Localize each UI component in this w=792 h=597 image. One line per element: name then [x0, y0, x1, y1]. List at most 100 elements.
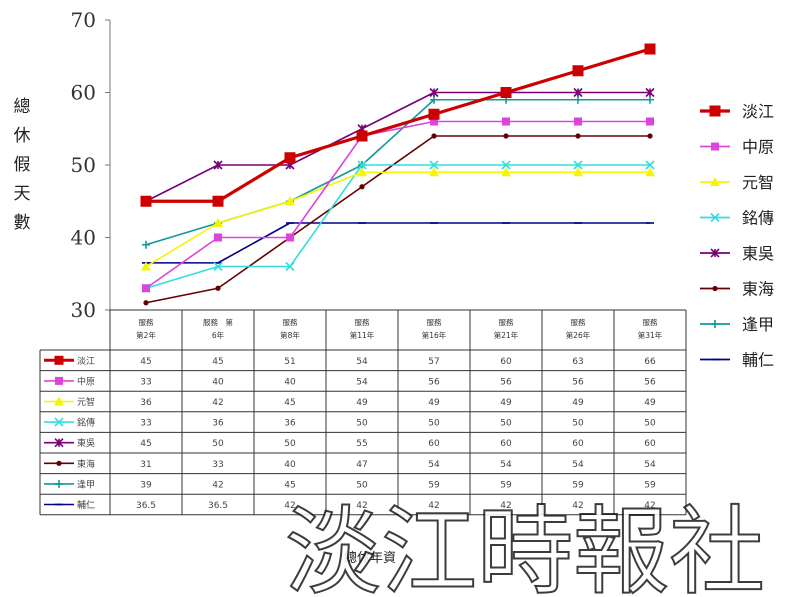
table-cell: 54 — [356, 377, 368, 387]
data-point — [501, 160, 511, 170]
data-point — [214, 233, 222, 242]
series-7 — [142, 222, 654, 264]
data-point — [143, 300, 149, 306]
table-cell: 49 — [356, 398, 368, 408]
table-cell: 60 — [428, 439, 440, 449]
table-cell: 59 — [428, 480, 440, 490]
table-row-marker — [54, 396, 64, 406]
table-cell: 40 — [284, 377, 296, 387]
legend-swatch-marker — [711, 320, 719, 328]
table-cell: 45 — [284, 480, 295, 490]
table-cell: 60 — [644, 439, 656, 449]
data-point — [141, 261, 151, 271]
data-point — [645, 167, 655, 177]
table-cell: 49 — [644, 398, 656, 408]
table-cell: 45 — [140, 357, 151, 367]
y-axis-label-char: 天 — [14, 184, 31, 204]
table-cell: 59 — [500, 480, 512, 490]
table-row-label: 元智 — [77, 396, 95, 408]
table-header-cell: 服務 — [643, 317, 658, 327]
table-cell: 45 — [140, 439, 151, 449]
data-point — [503, 133, 509, 139]
table-cell: 54 — [500, 460, 512, 470]
data-point — [429, 160, 439, 170]
series-line — [146, 222, 650, 264]
table-cell: 42 — [212, 398, 223, 408]
table-row: 淡江 45 45 51 54 57 60 63 66 — [44, 355, 656, 367]
y-tick-label: 70 — [71, 8, 96, 32]
y-axis-label-char: 假 — [14, 155, 31, 175]
table-row: 東海 31 33 40 47 54 54 54 54 — [44, 458, 656, 470]
table-header-cell: 第31年 — [638, 330, 663, 340]
data-point — [359, 184, 365, 190]
data-point — [429, 167, 439, 177]
series-line — [145, 164, 650, 290]
data-point — [575, 133, 581, 139]
legend-label: 中原 — [742, 138, 774, 157]
table-cell: 36 — [212, 419, 224, 429]
data-point — [429, 87, 439, 98]
table-header-cell: 服務 — [283, 317, 298, 327]
legend-item: 逢甲 — [700, 315, 774, 334]
table-cell: 45 — [212, 357, 223, 367]
data-point — [574, 95, 582, 104]
table-cell: 50 — [428, 419, 440, 429]
series-line — [145, 91, 650, 202]
y-tick-label: 50 — [71, 153, 96, 177]
table-header-cell: 服務 第 — [203, 317, 233, 327]
table-row-label: 逢甲 — [77, 478, 95, 490]
table-row-label: 東吳 — [77, 437, 95, 449]
data-point — [430, 117, 438, 126]
table-cell: 36 — [140, 398, 152, 408]
y-tick-label: 60 — [71, 81, 96, 105]
table-cell: 56 — [644, 377, 656, 387]
table-row-marker — [54, 355, 64, 365]
data-point — [213, 160, 223, 170]
table-row: 銘傳 33 36 36 50 50 50 50 50 — [44, 417, 656, 429]
table-cell: 42 — [284, 501, 295, 511]
table-cell: 47 — [356, 460, 367, 470]
table-cell: 42 — [572, 501, 583, 511]
table-row: 逢甲 39 42 45 50 59 59 59 59 — [44, 478, 656, 490]
table-row-label: 淡江 — [77, 356, 95, 367]
table-cell: 36.5 — [136, 501, 156, 511]
table-cell: 40 — [212, 377, 224, 387]
legend-item: 銘傳 — [700, 209, 774, 228]
legend-label: 輔仁 — [742, 351, 774, 370]
data-point — [501, 167, 511, 177]
data-point — [646, 95, 654, 104]
data-point — [142, 284, 150, 293]
data-point — [573, 160, 583, 170]
legend-item: 淡江 — [700, 102, 774, 121]
table-header-cell: 服務 — [427, 317, 442, 327]
table-cell: 33 — [140, 419, 151, 429]
table-cell: 59 — [644, 480, 656, 490]
legend-label: 銘傳 — [742, 209, 774, 228]
series-0 — [140, 43, 656, 207]
table-cell: 63 — [572, 357, 583, 367]
legend-label: 東海 — [742, 280, 774, 299]
table-cell: 56 — [572, 377, 584, 387]
table-cell: 40 — [284, 460, 296, 470]
data-point — [356, 130, 368, 142]
data-point — [213, 218, 223, 227]
table-cell: 50 — [356, 419, 368, 429]
table-cell: 49 — [572, 398, 584, 408]
legend-item: 元智 — [700, 173, 774, 192]
table-cell: 60 — [500, 357, 512, 367]
table-cell: 50 — [500, 419, 512, 429]
table-cell: 57 — [428, 357, 439, 367]
data-point — [284, 152, 296, 164]
table-cell: 33 — [212, 460, 223, 470]
table-cell: 49 — [500, 398, 512, 408]
chart-series — [140, 43, 656, 306]
table-row-marker — [55, 479, 63, 488]
table-cell: 42 — [212, 480, 223, 490]
table-header-cell: 6年 — [212, 330, 225, 340]
data-point — [215, 285, 221, 291]
table-cell: 42 — [356, 501, 367, 511]
data-point — [212, 195, 224, 207]
